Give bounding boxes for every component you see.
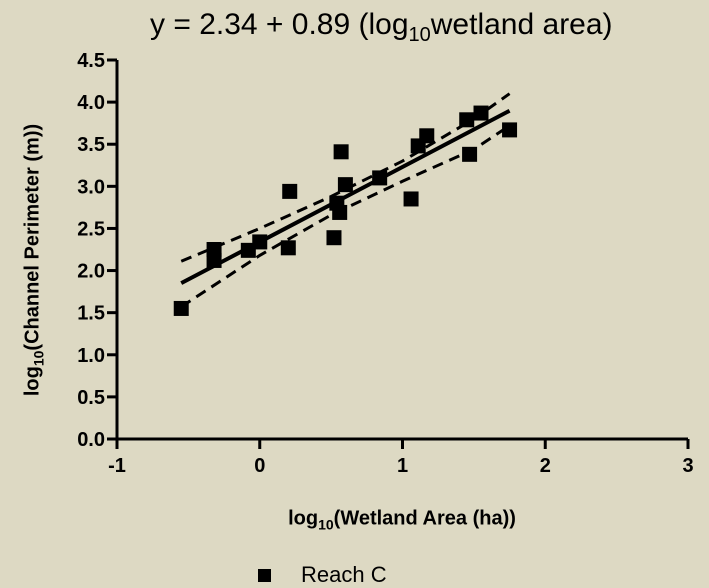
axes: 0.0 0.5 1.0 1.5 2.0 2.5 3.0 3.5 4.0 4.5 -1 0 1 2 3	[77, 50, 693, 477]
equation-subscript: 10	[408, 24, 431, 46]
data-point	[419, 128, 435, 144]
y-axis-title-subscript: 10	[30, 350, 47, 367]
data-point	[326, 230, 342, 246]
data-point	[206, 252, 222, 268]
data-point	[280, 240, 296, 256]
y-tick-label: 0.5	[77, 387, 105, 409]
data-point	[332, 204, 348, 220]
data-point	[473, 105, 489, 121]
y-axis-title-prefix: log	[21, 366, 44, 397]
equation-prefix: y = 2.34 + 0.89 (log	[150, 8, 409, 41]
x-tick-label: 3	[682, 455, 693, 477]
data-point	[502, 122, 518, 138]
x-axis-title: log10(Wetland Area (ha))	[288, 508, 516, 533]
y-tick-label: 1.5	[77, 303, 105, 325]
y-axis-title: log10(Channel Perimeter (m))	[22, 124, 47, 396]
x-tick-label: 2	[540, 455, 551, 477]
data-point	[173, 300, 189, 316]
y-tick-label: 0.0	[77, 429, 105, 451]
data-point	[462, 146, 478, 162]
data-point	[282, 183, 298, 199]
data-point	[337, 177, 353, 193]
data-point	[240, 242, 256, 258]
x-axis-title-subscript: 10	[318, 516, 334, 533]
x-tick-label: -1	[108, 455, 126, 477]
regression-equation: y = 2.34 + 0.89 (log10wetland area)	[150, 8, 613, 47]
data-point	[403, 191, 419, 207]
legend-label-reach-c: Reach C	[301, 562, 387, 587]
legend: Reach C	[258, 562, 387, 588]
x-tick-label: 0	[254, 455, 265, 477]
equation-suffix: wetland area)	[430, 8, 613, 41]
x-axis-title-prefix: log	[288, 507, 319, 530]
data-point	[333, 144, 349, 160]
x-tick-label: 1	[397, 455, 408, 477]
y-tick-label: 1.0	[77, 345, 105, 367]
confidence-band-lower	[180, 124, 511, 309]
y-axis-title-suffix: (Channel Perimeter (m))	[21, 123, 44, 351]
data-point	[252, 234, 268, 250]
y-tick-label: 3.5	[77, 134, 105, 156]
data-points	[173, 105, 518, 316]
y-tick-label: 4.5	[77, 50, 105, 72]
y-tick-label: 3.0	[77, 176, 105, 198]
fit-line-group	[180, 108, 511, 285]
y-tick-label: 2.0	[77, 261, 105, 283]
data-point	[459, 112, 475, 128]
data-point	[372, 170, 388, 186]
y-tick-label: 2.5	[77, 218, 105, 240]
legend-square-marker	[258, 568, 271, 582]
regression-line	[180, 108, 511, 285]
x-axis-title-suffix: (Wetland Area (ha))	[333, 507, 516, 530]
y-tick-label: 4.0	[77, 92, 105, 114]
